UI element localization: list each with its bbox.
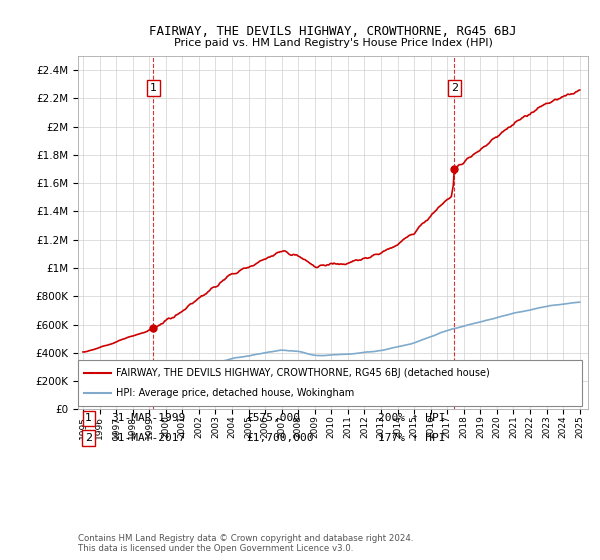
Text: 31-MAY-2017: 31-MAY-2017 [111,433,185,443]
Text: £575,000: £575,000 [246,413,300,423]
Text: £1,700,000: £1,700,000 [246,433,314,443]
Text: HPI: Average price, detached house, Wokingham: HPI: Average price, detached house, Woki… [116,388,354,398]
Text: 31-MAR-1999: 31-MAR-1999 [111,413,185,423]
Text: Price paid vs. HM Land Registry's House Price Index (HPI): Price paid vs. HM Land Registry's House … [173,38,493,48]
Text: FAIRWAY, THE DEVILS HIGHWAY, CROWTHORNE, RG45 6BJ: FAIRWAY, THE DEVILS HIGHWAY, CROWTHORNE,… [149,25,517,38]
Text: 1: 1 [150,83,157,93]
Text: 177% ↑ HPI: 177% ↑ HPI [378,433,445,443]
Text: 2: 2 [451,83,458,93]
Text: FAIRWAY, THE DEVILS HIGHWAY, CROWTHORNE, RG45 6BJ (detached house): FAIRWAY, THE DEVILS HIGHWAY, CROWTHORNE,… [116,368,490,378]
Text: 2: 2 [85,433,92,443]
Text: 1: 1 [85,413,92,423]
Text: Contains HM Land Registry data © Crown copyright and database right 2024.
This d: Contains HM Land Registry data © Crown c… [78,534,413,553]
Text: 200% ↑ HPI: 200% ↑ HPI [378,413,445,423]
